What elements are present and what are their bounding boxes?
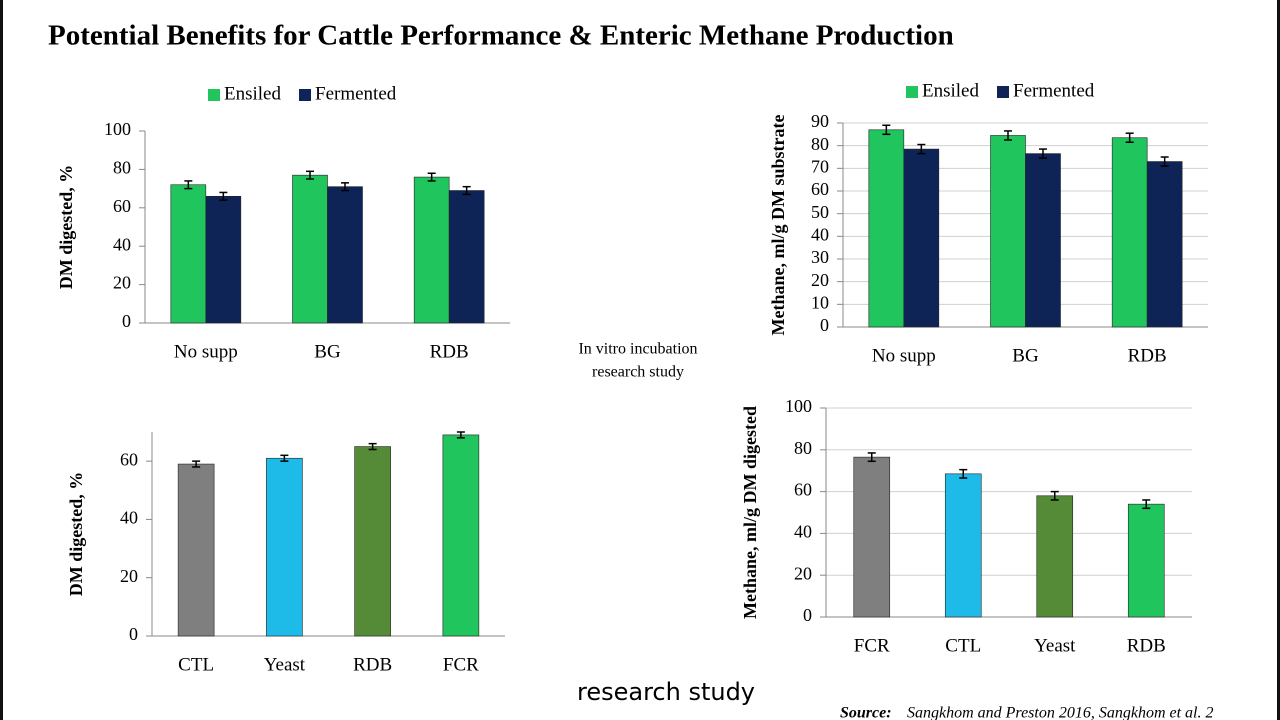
y-tick-label: 10 xyxy=(811,292,829,312)
y-tick-label: 20 xyxy=(811,270,829,290)
y-tick-label: 100 xyxy=(785,396,812,416)
y-tick-label: 70 xyxy=(811,156,829,176)
x-tick-label: Yeast xyxy=(1034,635,1076,656)
bar xyxy=(853,456,891,618)
legend-label: Ensiled xyxy=(224,83,281,104)
y-tick-label: 60 xyxy=(794,480,812,500)
y-tick-label: 20 xyxy=(113,273,131,293)
bar xyxy=(1111,137,1148,328)
bar xyxy=(1036,495,1074,618)
bar xyxy=(170,184,207,324)
y-axis-label: DM digested, % xyxy=(66,472,86,597)
source-text: Sangkhom and Preston 2016, Sangkhom et a… xyxy=(907,705,1213,720)
x-tick-label: CTL xyxy=(178,654,214,675)
bar xyxy=(1127,503,1165,618)
x-tick-label: BG xyxy=(314,341,341,362)
bar xyxy=(868,129,905,328)
x-tick-label: RDB xyxy=(430,341,469,362)
legend-label: Ensiled xyxy=(922,80,979,101)
bar xyxy=(413,176,450,324)
x-tick-label: Yeast xyxy=(264,654,306,675)
y-tick-label: 0 xyxy=(803,605,812,625)
x-tick-label: BG xyxy=(1012,345,1039,366)
y-tick-label: 80 xyxy=(113,158,131,178)
x-tick-label: RDB xyxy=(1128,345,1167,366)
y-tick-label: 30 xyxy=(811,247,829,267)
x-tick-label: CTL xyxy=(945,635,981,656)
legend-swatch xyxy=(299,89,311,101)
y-tick-label: 40 xyxy=(794,522,812,542)
y-tick-label: 80 xyxy=(794,438,812,458)
bar xyxy=(205,195,242,324)
bar xyxy=(944,473,982,618)
y-tick-label: 50 xyxy=(811,202,829,222)
y-tick-label: 40 xyxy=(811,224,829,244)
y-tick-label: 20 xyxy=(794,563,812,583)
bar xyxy=(177,463,215,637)
bar xyxy=(266,457,303,637)
frame-edge xyxy=(0,0,3,720)
bar xyxy=(292,174,328,324)
bar xyxy=(1025,153,1061,328)
y-tick-label: 40 xyxy=(120,508,138,528)
bar xyxy=(448,190,485,324)
legend-label: Fermented xyxy=(315,83,397,104)
legend-swatch xyxy=(997,86,1009,98)
caption: research study xyxy=(577,678,755,706)
bar xyxy=(1146,161,1183,328)
y-tick-label: 0 xyxy=(129,624,138,644)
legend-swatch xyxy=(906,86,918,98)
bar xyxy=(354,446,391,637)
y-axis-label: DM digested, % xyxy=(56,165,76,290)
y-tick-label: 60 xyxy=(113,196,131,216)
bar xyxy=(327,186,363,324)
frame-edge xyxy=(1277,0,1280,720)
x-tick-label: No supp xyxy=(872,345,936,366)
x-tick-label: FCR xyxy=(443,654,479,675)
x-tick-label: RDB xyxy=(1127,635,1166,656)
y-tick-label: 0 xyxy=(122,311,131,331)
center-note: In vitro incubation xyxy=(578,341,697,358)
y-tick-label: 60 xyxy=(811,179,829,199)
y-axis-label: Methane, ml/g DM digested xyxy=(740,406,760,619)
x-tick-label: RDB xyxy=(353,654,392,675)
x-tick-label: FCR xyxy=(854,635,890,656)
y-tick-label: 60 xyxy=(120,449,138,469)
legend-label: Fermented xyxy=(1013,80,1095,101)
source-label: Source: xyxy=(840,705,892,720)
y-tick-label: 0 xyxy=(820,315,829,335)
slide-title: Potential Benefits for Cattle Performanc… xyxy=(48,20,954,52)
y-tick-label: 100 xyxy=(104,119,131,139)
y-tick-label: 90 xyxy=(811,111,829,131)
legend-swatch xyxy=(208,89,220,101)
bar xyxy=(990,135,1026,328)
bar xyxy=(442,434,480,637)
center-note: research study xyxy=(592,364,684,381)
bar xyxy=(903,148,940,328)
y-tick-label: 40 xyxy=(113,234,131,254)
y-tick-label: 80 xyxy=(811,134,829,154)
y-tick-label: 20 xyxy=(120,566,138,586)
x-tick-label: No supp xyxy=(174,341,238,362)
y-axis-label: Methane, ml/g DM substrate xyxy=(768,115,788,336)
